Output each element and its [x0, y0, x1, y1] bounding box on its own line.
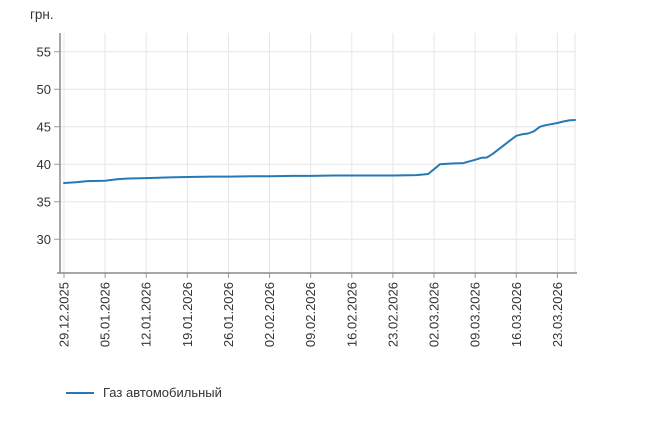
x-tick-label: 09.03.2026 — [468, 282, 483, 347]
x-tick-label: 02.03.2026 — [427, 282, 442, 347]
x-tick-label: 05.01.2026 — [98, 282, 113, 347]
legend: Газ автомобильный — [66, 385, 222, 400]
chart-canvas: 30 35 40 45 50 55 29.12.2025 05.01.2026 12.01.20… — [37, 33, 577, 347]
y-axis-unit-label: грн. — [30, 7, 54, 22]
price-series-line — [63, 119, 576, 184]
x-tick-label: 09.02.2026 — [303, 282, 318, 347]
x-tick-label: 02.02.2026 — [262, 282, 277, 347]
legend-label: Газ автомобильный — [103, 385, 222, 400]
y-tick-label: 35 — [37, 194, 51, 209]
x-tick-label: 16.02.2026 — [344, 282, 359, 347]
legend-item-gas[interactable]: Газ автомобильный — [66, 385, 222, 400]
legend-line-marker — [66, 391, 94, 394]
y-tick-label: 45 — [37, 119, 51, 134]
x-tick-label: 29.12.2025 — [57, 282, 72, 347]
y-tick-label: 30 — [37, 232, 51, 247]
y-tick-label: 55 — [37, 44, 51, 59]
x-tick-label: 26.01.2026 — [221, 282, 236, 347]
x-tick-label: 12.01.2026 — [139, 282, 154, 347]
x-tick-label: 19.01.2026 — [180, 282, 195, 347]
x-tick-label: 23.02.2026 — [385, 282, 400, 347]
x-tick-label: 16.03.2026 — [509, 282, 524, 347]
y-tick-label: 40 — [37, 157, 51, 172]
x-tick-label: 23.03.2026 — [550, 282, 565, 347]
y-tick-label: 50 — [37, 82, 51, 97]
